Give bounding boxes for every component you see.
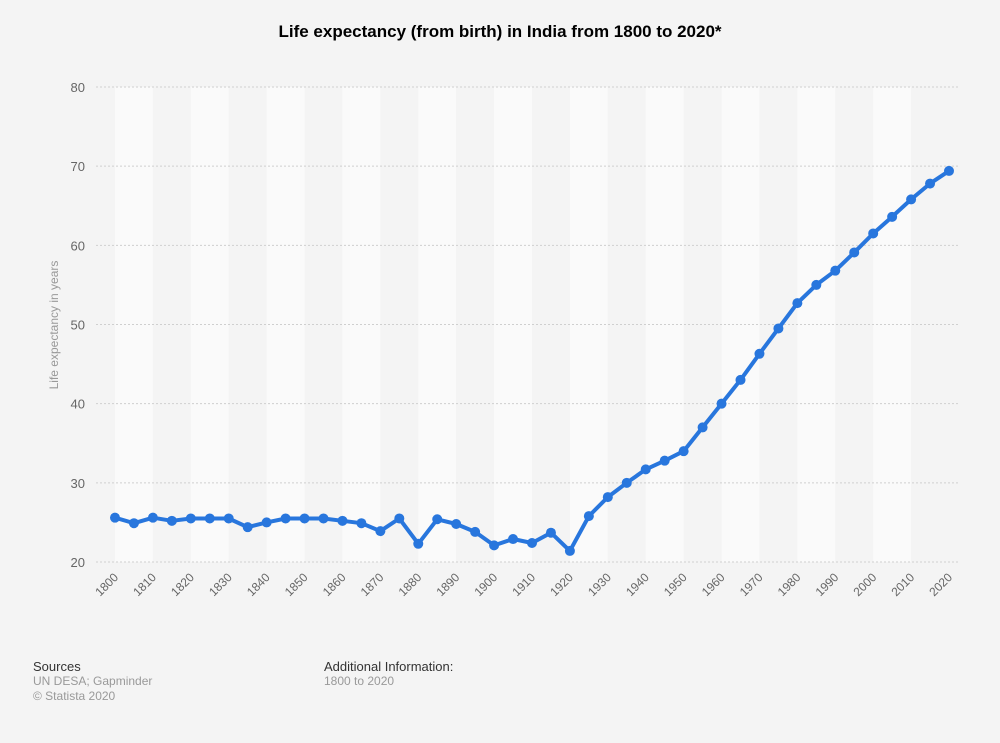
y-tick-label: 70 bbox=[71, 159, 85, 174]
sources-text: UN DESA; Gapminder bbox=[33, 674, 153, 688]
data-point bbox=[887, 211, 898, 222]
data-point bbox=[280, 513, 291, 524]
data-point bbox=[906, 194, 917, 205]
data-point bbox=[375, 526, 386, 537]
y-tick-label: 50 bbox=[71, 318, 85, 333]
x-tick-label: 1830 bbox=[206, 570, 235, 599]
data-point bbox=[792, 298, 803, 309]
x-tick-label: 1970 bbox=[737, 570, 766, 599]
x-tick-label: 1980 bbox=[775, 570, 804, 599]
data-point bbox=[204, 513, 215, 524]
x-tick-label: 1890 bbox=[434, 570, 463, 599]
column-band bbox=[456, 87, 495, 562]
y-tick-label: 30 bbox=[71, 476, 85, 491]
x-tick-label: 1820 bbox=[168, 570, 197, 599]
data-point bbox=[868, 228, 879, 239]
y-tick-label: 40 bbox=[71, 397, 85, 412]
additional-info-block: Additional Information: 1800 to 2020 bbox=[324, 659, 453, 689]
data-point bbox=[166, 515, 177, 526]
x-tick-label: 1960 bbox=[699, 570, 728, 599]
data-point bbox=[773, 323, 784, 334]
chart-title: Life expectancy (from birth) in India fr… bbox=[278, 22, 722, 41]
x-tick-label: 1900 bbox=[471, 570, 500, 599]
data-point bbox=[318, 513, 329, 524]
line-chart: 20 30 40 50 60 70 80 1800 1810 1820 1830 1840 1850 18… bbox=[47, 80, 960, 599]
data-point bbox=[545, 527, 556, 538]
data-point bbox=[110, 512, 120, 523]
x-tick-label: 1800 bbox=[92, 570, 121, 599]
data-point bbox=[659, 455, 670, 466]
data-point bbox=[223, 513, 234, 524]
data-point bbox=[451, 519, 462, 529]
data-point bbox=[583, 511, 594, 522]
copyright-text: © Statista 2020 bbox=[33, 689, 116, 703]
additional-info-text: 1800 to 2020 bbox=[324, 674, 395, 688]
data-point bbox=[470, 526, 481, 537]
data-point bbox=[337, 515, 348, 526]
data-point bbox=[944, 165, 954, 176]
y-tick-label: 20 bbox=[71, 555, 85, 570]
x-tick-label: 1840 bbox=[244, 570, 273, 599]
sources-label: Sources bbox=[33, 659, 81, 674]
x-tick-label: 1920 bbox=[547, 570, 576, 599]
data-point bbox=[925, 178, 936, 189]
y-axis-label: Life expectancy in years bbox=[47, 261, 61, 390]
x-tick-label: 1910 bbox=[509, 570, 538, 599]
x-tick-label: 2020 bbox=[926, 570, 955, 599]
data-point bbox=[716, 398, 727, 409]
data-point bbox=[640, 464, 651, 475]
x-tick-label: 2000 bbox=[851, 570, 880, 599]
y-tick-label: 60 bbox=[71, 238, 85, 253]
x-tick-label: 1850 bbox=[282, 570, 311, 599]
data-point bbox=[735, 374, 746, 385]
x-tick-label: 1930 bbox=[585, 570, 614, 599]
y-tick-label: 80 bbox=[71, 80, 85, 95]
x-tick-label: 1990 bbox=[813, 570, 842, 599]
column-band bbox=[532, 87, 570, 562]
sources-block: Sources UN DESA; Gapminder © Statista 20… bbox=[33, 659, 152, 704]
data-point bbox=[527, 538, 537, 548]
x-tick-label: 1940 bbox=[623, 570, 652, 599]
additional-info-label: Additional Information: bbox=[324, 659, 454, 674]
data-point bbox=[754, 348, 765, 359]
x-tick-label: 1880 bbox=[396, 570, 425, 599]
data-point bbox=[602, 492, 613, 503]
data-point bbox=[849, 247, 860, 258]
data-point bbox=[564, 545, 575, 556]
column-band bbox=[380, 87, 419, 562]
data-point bbox=[147, 512, 158, 523]
x-tick-label: 1810 bbox=[130, 570, 159, 599]
data-point bbox=[621, 477, 632, 488]
data-point bbox=[413, 538, 424, 549]
data-point bbox=[185, 513, 196, 524]
x-tick-label: 2010 bbox=[888, 570, 917, 599]
data-point bbox=[299, 513, 310, 524]
data-point bbox=[356, 518, 367, 529]
data-point bbox=[394, 513, 405, 524]
x-tick-label: 1950 bbox=[661, 570, 690, 599]
data-point bbox=[242, 522, 253, 533]
data-point bbox=[811, 279, 822, 290]
data-point bbox=[432, 514, 443, 525]
data-point bbox=[128, 518, 139, 529]
data-point bbox=[678, 446, 689, 457]
data-point bbox=[697, 422, 708, 433]
data-point bbox=[261, 517, 272, 528]
data-point bbox=[489, 540, 500, 551]
data-point bbox=[508, 534, 519, 545]
x-tick-label: 1870 bbox=[358, 570, 387, 599]
x-tick-label: 1860 bbox=[320, 570, 349, 599]
data-point bbox=[830, 265, 841, 276]
